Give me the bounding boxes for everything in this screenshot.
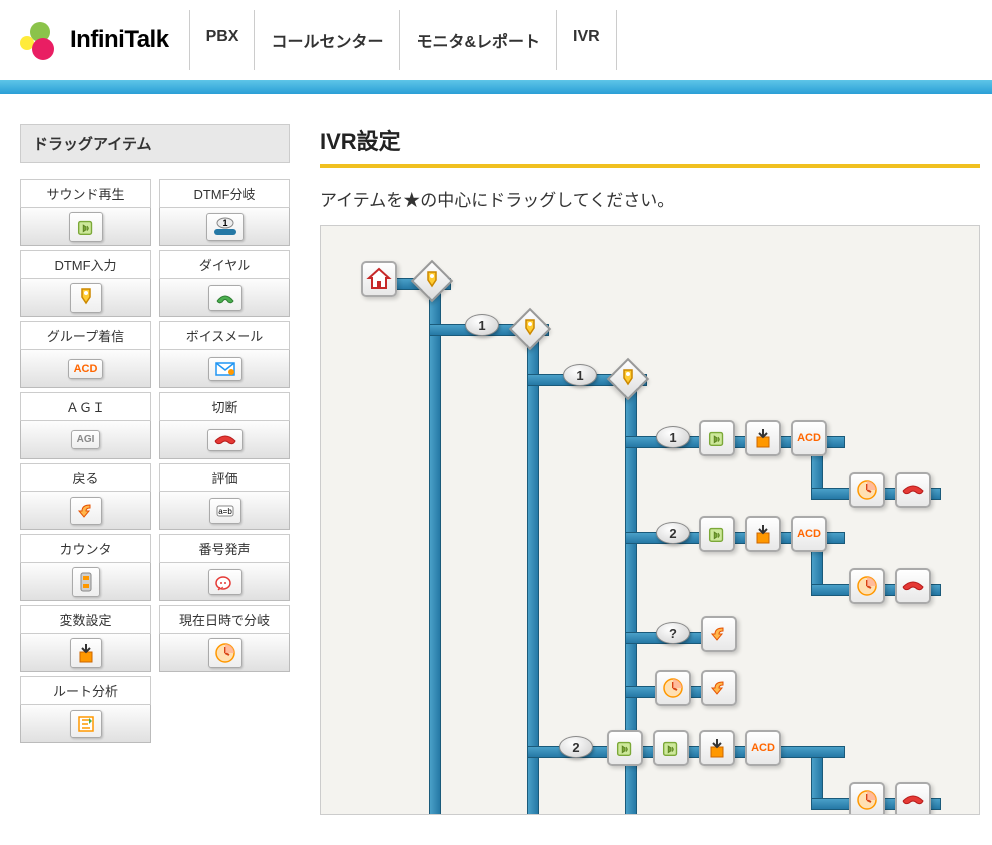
palette-item-counter[interactable]: カウンタ xyxy=(20,534,151,601)
back-node[interactable] xyxy=(701,616,737,652)
varset-node[interactable] xyxy=(745,420,781,456)
counter-icon xyxy=(20,563,151,601)
page-title: IVR設定 xyxy=(320,124,980,168)
palette-item-label: 現在日時で分岐 xyxy=(159,605,290,634)
main-nav: PBXコールセンターモニタ&レポートIVR xyxy=(189,10,617,70)
speak-icon xyxy=(159,563,290,601)
clock-node[interactable] xyxy=(849,568,885,604)
palette-item-input[interactable]: DTMF入力 xyxy=(20,250,151,317)
instruction-text: アイテムを★の中心にドラッグしてください。 xyxy=(320,186,980,211)
logo-dots-icon xyxy=(20,22,64,58)
hangup-node[interactable] xyxy=(895,472,931,508)
acd-node[interactable]: ACD xyxy=(745,730,781,766)
clock-node[interactable] xyxy=(849,472,885,508)
svg-text:1: 1 xyxy=(222,218,227,228)
dtmf-input-node[interactable] xyxy=(509,308,551,350)
sound-node[interactable] xyxy=(607,730,643,766)
palette-item-label: 評価 xyxy=(159,463,290,492)
acd-icon: ACD xyxy=(20,350,151,388)
palette-item-branch[interactable]: DTMF分岐 1 xyxy=(159,179,290,246)
varset-node[interactable] xyxy=(745,516,781,552)
back-icon xyxy=(20,492,151,530)
dtmf-input-node[interactable] xyxy=(411,260,453,302)
logo-text: InfiniTalk xyxy=(70,26,169,54)
palette-item-sound[interactable]: サウンド再生 xyxy=(20,179,151,246)
agi-icon: AGI xyxy=(20,421,151,459)
nav-item-1[interactable]: コールセンター xyxy=(254,10,399,70)
ivr-canvas[interactable]: 1 1 1 2? 2 ACD ACD ACD xyxy=(320,225,980,815)
palette-item-label: 変数設定 xyxy=(20,605,151,634)
pipe-vertical xyxy=(429,278,441,815)
palette-item-label: 切断 xyxy=(159,392,290,421)
palette-item-mail[interactable]: ボイスメール xyxy=(159,321,290,388)
branch-disc[interactable]: 2 xyxy=(656,522,690,544)
clock-icon xyxy=(159,634,290,672)
hangup-node[interactable] xyxy=(895,782,931,815)
clock-node[interactable] xyxy=(849,782,885,815)
palette-item-hangup[interactable]: 切断 xyxy=(159,392,290,459)
home-node[interactable] xyxy=(361,261,397,297)
header: InfiniTalk PBXコールセンターモニタ&レポートIVR xyxy=(0,0,992,80)
palette-item-label: DTMF入力 xyxy=(20,250,151,279)
palette-item-clock[interactable]: 現在日時で分岐 xyxy=(159,605,290,672)
palette-item-label: 戻る xyxy=(20,463,151,492)
hangup-node[interactable] xyxy=(895,568,931,604)
branch-disc[interactable]: 1 xyxy=(656,426,690,448)
sidebar: ドラッグアイテム サウンド再生 DTMF分岐 1 DTMF入力ダイヤルグループ着信AC… xyxy=(20,124,290,815)
branch-disc[interactable]: ? xyxy=(656,622,690,644)
pipe-vertical xyxy=(527,326,539,815)
palette-item-label: グループ着信 xyxy=(20,321,151,350)
palette-item-label: カウンタ xyxy=(20,534,151,563)
palette-item-label: ダイヤル xyxy=(159,250,290,279)
branch-disc[interactable]: 1 xyxy=(465,314,499,336)
accent-bar xyxy=(0,80,992,94)
branch-disc[interactable]: 1 xyxy=(563,364,597,386)
route-icon xyxy=(20,705,151,743)
palette-item-eval[interactable]: 評価 a=b xyxy=(159,463,290,530)
input-icon xyxy=(20,279,151,317)
varset-icon xyxy=(20,634,151,672)
branch-disc[interactable]: 2 xyxy=(559,736,593,758)
clock-node[interactable] xyxy=(655,670,691,706)
logo: InfiniTalk xyxy=(20,22,169,58)
palette-item-dial[interactable]: ダイヤル xyxy=(159,250,290,317)
eval-icon: a=b xyxy=(159,492,290,530)
nav-item-2[interactable]: モニタ&レポート xyxy=(399,10,556,70)
content: IVR設定 アイテムを★の中心にドラッグしてください。 1 1 1 2? 2 ACD ACD… xyxy=(320,124,980,815)
sound-node[interactable] xyxy=(699,420,735,456)
palette-item-label: ルート分析 xyxy=(20,676,151,705)
hangup-icon xyxy=(159,421,290,459)
dial-icon xyxy=(159,279,290,317)
palette-item-agi[interactable]: ＡＧＩAGI xyxy=(20,392,151,459)
palette-item-label: 番号発声 xyxy=(159,534,290,563)
sound-node[interactable] xyxy=(699,516,735,552)
palette-item-label: ボイスメール xyxy=(159,321,290,350)
palette-item-label: サウンド再生 xyxy=(20,179,151,208)
palette-item-label: DTMF分岐 xyxy=(159,179,290,208)
palette-item-acd[interactable]: グループ着信ACD xyxy=(20,321,151,388)
palette: サウンド再生 DTMF分岐 1 DTMF入力ダイヤルグループ着信ACD ボイスメール ＡＧ… xyxy=(20,179,290,743)
nav-item-3[interactable]: IVR xyxy=(556,10,617,70)
dtmf-input-node[interactable] xyxy=(607,358,649,400)
branch-icon: 1 xyxy=(159,208,290,246)
palette-item-label: ＡＧＩ xyxy=(20,392,151,421)
palette-item-speak[interactable]: 番号発声 xyxy=(159,534,290,601)
palette-item-back[interactable]: 戻る xyxy=(20,463,151,530)
acd-node[interactable]: ACD xyxy=(791,420,827,456)
sound-icon xyxy=(20,208,151,246)
back-node[interactable] xyxy=(701,670,737,706)
nav-item-0[interactable]: PBX xyxy=(189,10,255,70)
svg-text:a=b: a=b xyxy=(218,507,232,516)
sidebar-title: ドラッグアイテム xyxy=(20,124,290,163)
varset-node[interactable] xyxy=(699,730,735,766)
sound-node[interactable] xyxy=(653,730,689,766)
palette-item-route[interactable]: ルート分析 xyxy=(20,676,151,743)
mail-icon xyxy=(159,350,290,388)
palette-item-varset[interactable]: 変数設定 xyxy=(20,605,151,672)
acd-node[interactable]: ACD xyxy=(791,516,827,552)
